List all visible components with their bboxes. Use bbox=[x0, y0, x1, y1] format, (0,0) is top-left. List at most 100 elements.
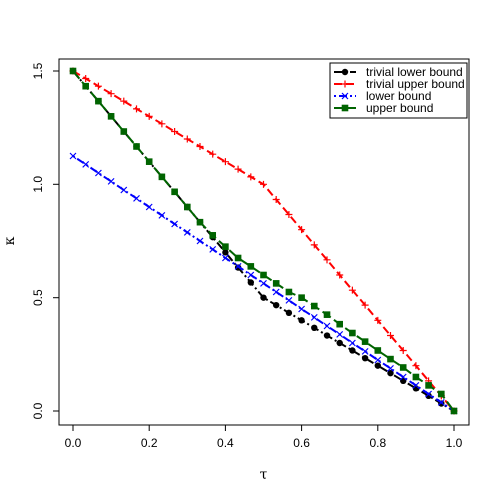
lower-bound-point bbox=[348, 339, 356, 347]
upper-bound-line bbox=[72, 70, 455, 412]
upper-bound-point bbox=[399, 364, 407, 371]
x-tick-label: 0.4 bbox=[217, 436, 234, 450]
trivial-lower-bound-point bbox=[323, 332, 331, 339]
lower-bound-point bbox=[247, 271, 255, 279]
trivial-upper-bound-point bbox=[234, 165, 242, 173]
legend-label: upper bound bbox=[366, 101, 433, 115]
lower-bound-point bbox=[387, 364, 394, 372]
trivial-upper-bound-point bbox=[94, 82, 102, 90]
lower-bound-point bbox=[323, 322, 331, 330]
trivial-upper-bound-point bbox=[361, 301, 369, 309]
trivial-upper-bound-point bbox=[272, 196, 280, 204]
trivial-upper-bound-point bbox=[196, 142, 204, 150]
trivial-upper-bound-point bbox=[285, 210, 293, 218]
y-tick-label: 0.5 bbox=[31, 289, 45, 306]
trivial-upper-bound-point bbox=[336, 271, 344, 279]
lower-bound-point bbox=[374, 356, 382, 364]
trivial-lower-bound-series bbox=[69, 67, 458, 415]
lower-bound-point bbox=[145, 203, 153, 211]
trivial-lower-bound-point bbox=[260, 294, 267, 301]
legend-key-lower-bound bbox=[341, 92, 349, 100]
trivial-upper-bound-point bbox=[399, 346, 407, 354]
upper-bound-point bbox=[171, 188, 178, 196]
lower-bound-point bbox=[133, 194, 140, 202]
lower-bound-point bbox=[285, 296, 293, 304]
upper-bound-point bbox=[120, 128, 128, 135]
lower-bound-point bbox=[412, 381, 420, 389]
trivial-lower-bound-point bbox=[285, 309, 293, 317]
upper-bound-point bbox=[387, 355, 394, 363]
lower-bound-point bbox=[260, 279, 267, 287]
upper-bound-point bbox=[425, 382, 432, 389]
legend-label: trivial lower bound bbox=[366, 65, 463, 79]
trivial-upper-bound-point bbox=[348, 286, 356, 294]
upper-bound-point bbox=[145, 158, 153, 165]
upper-bound-point bbox=[209, 232, 217, 239]
trivial-lower-bound-point bbox=[349, 347, 356, 354]
upper-bound-point bbox=[158, 173, 166, 181]
trivial-upper-bound-point bbox=[374, 316, 382, 324]
trivial-lower-bound-point bbox=[222, 249, 229, 256]
upper-bound-point bbox=[450, 407, 458, 415]
upper-bound-series bbox=[69, 67, 458, 415]
legend-key-upper-bound bbox=[341, 104, 349, 112]
trivial-upper-bound-point bbox=[145, 112, 153, 120]
trivial-lower-bound-point bbox=[336, 339, 343, 347]
upper-bound-point bbox=[133, 143, 140, 150]
trivial-lower-bound-line bbox=[72, 70, 455, 412]
lower-bound-point bbox=[171, 220, 179, 228]
upper-bound-point bbox=[184, 203, 191, 211]
upper-bound-point bbox=[69, 67, 77, 75]
x-tick-label: 0.8 bbox=[369, 436, 386, 450]
trivial-upper-bound-point bbox=[82, 74, 90, 82]
trivial-lower-bound-point bbox=[374, 362, 381, 369]
legend-keys bbox=[334, 68, 356, 112]
trivial-upper-bound-point bbox=[183, 135, 191, 143]
upper-bound-point bbox=[336, 320, 343, 328]
trivial-upper-bound-point bbox=[221, 158, 229, 166]
upper-bound-point bbox=[95, 97, 102, 105]
y-axis: 0.0 0.5 1.0 1.5 κ bbox=[2, 62, 60, 419]
trivial-upper-bound-point bbox=[133, 105, 141, 113]
upper-bound-point bbox=[234, 254, 242, 262]
lower-bound-series bbox=[69, 152, 458, 415]
lower-bound-point bbox=[234, 262, 242, 270]
upper-bound-point bbox=[222, 243, 229, 250]
upper-bound-point bbox=[285, 288, 293, 296]
trivial-upper-bound-point bbox=[120, 97, 128, 105]
lower-bound-point bbox=[158, 211, 166, 219]
trivial-lower-bound-point bbox=[311, 324, 318, 332]
legend-label: lower bound bbox=[366, 89, 431, 103]
trivial-upper-bound-line bbox=[72, 70, 455, 412]
upper-bound-point bbox=[196, 218, 204, 226]
upper-bound-point bbox=[82, 82, 89, 90]
y-tick-label: 0.0 bbox=[31, 402, 45, 419]
lower-bound-point bbox=[120, 186, 128, 194]
lower-bound-point bbox=[298, 305, 306, 313]
lower-bound-point bbox=[221, 254, 229, 262]
upper-bound-point bbox=[272, 280, 280, 287]
x-axis-label: τ bbox=[260, 467, 268, 483]
lower-bound-point bbox=[183, 228, 191, 236]
lower-bound-point bbox=[94, 169, 102, 177]
trivial-upper-bound-point bbox=[298, 226, 306, 234]
trivial-upper-bound-point bbox=[247, 173, 255, 181]
lower-bound-point bbox=[425, 390, 433, 398]
trivial-upper-bound-point bbox=[310, 241, 318, 249]
upper-bound-point bbox=[310, 302, 318, 310]
trivial-upper-bound-point bbox=[209, 150, 217, 158]
lower-bound-point bbox=[196, 237, 204, 245]
upper-bound-point bbox=[349, 329, 356, 337]
lower-bound-point bbox=[69, 152, 77, 160]
trivial-upper-bound-series bbox=[69, 67, 458, 415]
lower-bound-point bbox=[310, 313, 318, 321]
upper-bound-point bbox=[374, 347, 382, 354]
trivial-upper-bound-point bbox=[260, 180, 267, 188]
upper-bound-point bbox=[323, 311, 331, 318]
lower-bound-point bbox=[361, 347, 369, 355]
lower-bound-point bbox=[107, 177, 115, 185]
y-tick-label: 1.0 bbox=[31, 176, 45, 193]
series-layer bbox=[69, 67, 458, 415]
trivial-lower-bound-point bbox=[387, 369, 394, 377]
